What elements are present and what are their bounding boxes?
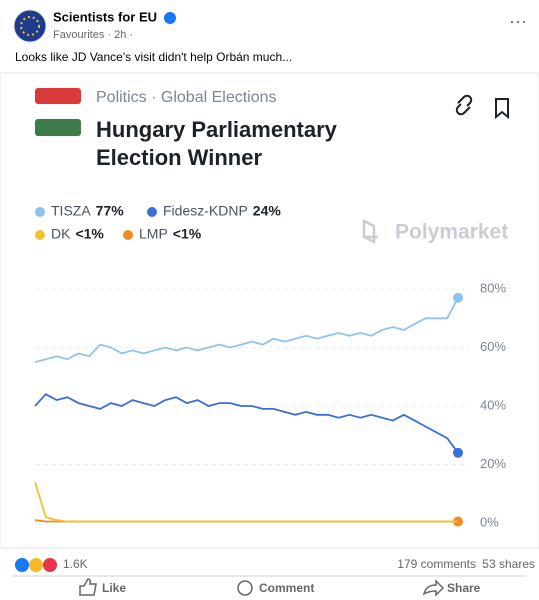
avatar[interactable] bbox=[13, 9, 47, 43]
series-line bbox=[34, 481, 458, 523]
plot: 0% 20% 40% 60% 80% bbox=[34, 280, 506, 529]
like-button[interactable]: Like bbox=[102, 581, 126, 595]
flag-red bbox=[35, 88, 81, 104]
haha-reaction bbox=[29, 558, 43, 572]
link-icon[interactable] bbox=[455, 94, 473, 116]
legend-swatch bbox=[35, 207, 45, 217]
series-line bbox=[34, 393, 459, 454]
share-button[interactable]: Share bbox=[447, 581, 481, 595]
title-line: Hungary Parliamentary bbox=[96, 117, 338, 142]
chart-title: Hungary Parliamentary Election Winner bbox=[96, 117, 338, 170]
legend-swatch bbox=[123, 230, 133, 240]
end-dot bbox=[453, 292, 463, 303]
legend-share: <1% bbox=[173, 226, 202, 242]
end-dot bbox=[453, 447, 463, 458]
post-meta: Favourites · 2h · bbox=[53, 29, 133, 41]
verified-badge bbox=[164, 12, 176, 24]
avatar-stars bbox=[20, 16, 40, 36]
reaction-count[interactable]: 1.6K bbox=[63, 557, 88, 571]
legend-swatch bbox=[147, 207, 157, 217]
chart-card[interactable] bbox=[0, 72, 539, 549]
legend-share: 77% bbox=[96, 203, 125, 219]
title-line: Election Winner bbox=[96, 145, 262, 170]
y-tick-label: 60% bbox=[480, 339, 506, 354]
legend: TISZA 77% Fidesz-KDNP 24%DK <1% LMP <1% bbox=[35, 203, 281, 242]
like-icon bbox=[79, 578, 97, 596]
bookmark-icon[interactable] bbox=[495, 98, 509, 120]
brand: Polymarket bbox=[395, 221, 508, 244]
share-count[interactable]: 53 shares bbox=[482, 557, 535, 571]
love-reaction bbox=[43, 558, 57, 572]
series-line bbox=[34, 297, 459, 363]
author[interactable]: Scientists for EU bbox=[53, 9, 157, 24]
brand-logo bbox=[362, 218, 378, 245]
legend-name: LMP bbox=[139, 226, 168, 242]
comment-button[interactable]: Comment bbox=[259, 581, 314, 595]
chart-category: Politics · Global Elections bbox=[96, 89, 277, 106]
share-icon bbox=[422, 579, 445, 597]
legend-name: Fidesz-KDNP bbox=[163, 203, 248, 219]
comment-count[interactable]: 179 comments bbox=[397, 557, 476, 571]
like-reaction bbox=[15, 558, 29, 572]
legend-name: TISZA bbox=[51, 203, 91, 219]
legend-share: 24% bbox=[253, 203, 282, 219]
y-tick-label: 40% bbox=[480, 397, 506, 412]
comment-icon bbox=[237, 580, 253, 596]
y-tick-label: 20% bbox=[480, 456, 506, 471]
icons bbox=[455, 94, 509, 120]
flag-green bbox=[35, 119, 81, 136]
legend-swatch bbox=[35, 230, 45, 240]
more-button[interactable]: ··· bbox=[509, 11, 527, 31]
post-text: Looks like JD Vance's visit didn't help … bbox=[15, 50, 292, 64]
legend-name: DK bbox=[51, 226, 71, 242]
y-tick-label: 80% bbox=[480, 280, 506, 295]
y-tick-label: 0% bbox=[480, 514, 499, 529]
legend-share: <1% bbox=[75, 226, 104, 242]
